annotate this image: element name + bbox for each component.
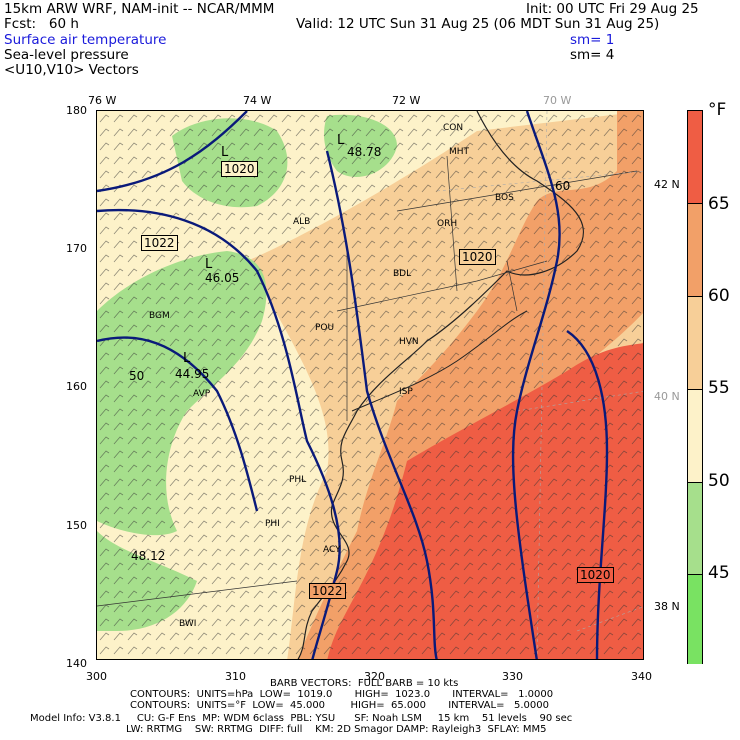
- x-tick-320: 320: [364, 670, 385, 683]
- model-title: 15km ARW WRF, NAM-init -- NCAR/MMM: [4, 1, 275, 17]
- colorbar-label-45: 45: [708, 563, 730, 583]
- station-isp: ISP: [399, 387, 413, 397]
- x-tick-310: 310: [225, 670, 246, 683]
- isobar-far-east: [566, 330, 609, 659]
- barb-vectors-info: BARB VECTORS: FULL BARB = 10 kts: [270, 678, 459, 689]
- lat-label-38n: 38 N: [654, 600, 680, 613]
- station-hvn: HVN: [399, 337, 419, 347]
- wind-barbs: [97, 111, 643, 659]
- colorbar-segment-45-50: [688, 483, 702, 575]
- colorbar-label-55: 55: [708, 378, 730, 398]
- map-canvas: [97, 111, 643, 659]
- field-temperature-label: Surface air temperature: [4, 32, 167, 48]
- low-center-north: L: [221, 145, 229, 160]
- station-bwi: BWI: [179, 619, 197, 629]
- x-tick-340: 340: [631, 670, 652, 683]
- colorbar-segment-50-55: [688, 390, 702, 483]
- temp-value-48-12: 48.12: [131, 549, 166, 563]
- lat-label-42n: 42 N: [654, 178, 680, 191]
- colorbar-segment-under-45: [688, 575, 702, 664]
- isobar-offshore: [511, 111, 561, 659]
- station-bos: BOS: [495, 193, 514, 203]
- contours-pressure-info: CONTOURS: UNITS=hPa LOW= 1019.0 HIGH= 10…: [130, 689, 554, 700]
- field-temperature-smoothing: sm= 1: [570, 32, 615, 48]
- low-center-northeast: L: [337, 133, 345, 148]
- station-pou: POU: [315, 323, 335, 333]
- low-center-west: L: [205, 257, 213, 272]
- lon-label-76w: 76 W: [88, 94, 117, 107]
- low-center-southwest: L: [183, 351, 191, 366]
- station-orh: ORH: [437, 219, 458, 229]
- y-tick-160: 160: [66, 380, 87, 393]
- x-tick-330: 330: [502, 670, 523, 683]
- contour-label-50: 50: [129, 369, 145, 383]
- field-vectors-label: <U10,V10> Vectors: [4, 62, 139, 78]
- isobar-west: [97, 336, 259, 512]
- station-con: CON: [443, 123, 464, 133]
- station-avp: AVP: [193, 389, 211, 399]
- weather-map: 1020 1022 1020 1022 1020 L L L L 48.78 4…: [96, 110, 644, 660]
- pressure-label-1022-west: 1022: [141, 235, 178, 251]
- colorbar-segment-55-60: [688, 297, 702, 390]
- temp-value-44-95: 44.95: [175, 367, 210, 381]
- model-info: Model Info: V3.8.1 CU: G-F Ens MP: WDM 6…: [30, 713, 573, 724]
- x-tick-300: 300: [86, 670, 107, 683]
- station-bgm: BGM: [149, 311, 170, 321]
- colorbar-label-65: 65: [708, 194, 730, 214]
- station-alb: ALB: [293, 217, 311, 227]
- init-time: Init: 00 UTC Fri 29 Aug 25: [526, 1, 699, 17]
- pressure-label-1020-center: 1020: [459, 249, 496, 265]
- pressure-label-1022-south: 1022: [309, 583, 346, 599]
- isobar-east: [325, 150, 438, 659]
- colorbar-segment-60-65: [688, 204, 702, 297]
- contours-temperature-info: CONTOURS: UNITS=°F LOW= 45.000 HIGH= 65.…: [130, 700, 549, 711]
- lon-label-72w: 72 W: [392, 94, 421, 107]
- station-mht: MHT: [449, 147, 470, 157]
- station-phl: PHL: [289, 475, 307, 485]
- y-tick-170: 170: [66, 242, 87, 255]
- colorbar: [687, 110, 703, 664]
- temp-value-48-78: 48.78: [347, 145, 382, 159]
- isobar-north: [97, 111, 248, 193]
- lat-label-40n: 40 N: [654, 390, 680, 403]
- station-phi: PHI: [265, 519, 280, 529]
- field-pressure-label: Sea-level pressure: [4, 47, 129, 63]
- pressure-label-1020-east: 1020: [577, 567, 614, 583]
- station-acy: ACY: [323, 545, 341, 555]
- temp-value-46-05: 46.05: [205, 271, 240, 285]
- station-bdl: BDL: [393, 269, 412, 279]
- lon-label-70w: 70 W: [543, 94, 572, 107]
- colorbar-label-60: 60: [708, 286, 730, 306]
- contour-label-60: 60: [555, 179, 571, 193]
- forecast-hour: Fcst: 60 h: [4, 16, 79, 32]
- colorbar-segment-over-65: [688, 111, 702, 204]
- field-pressure-smoothing: sm= 4: [570, 47, 615, 63]
- pressure-label-1020-north: 1020: [221, 161, 258, 177]
- y-tick-140: 140: [66, 657, 87, 670]
- colorbar-label-50: 50: [708, 471, 730, 491]
- valid-time: Valid: 12 UTC Sun 31 Aug 25 (06 MDT Sun …: [296, 16, 660, 32]
- y-tick-150: 150: [66, 519, 87, 532]
- lon-label-74w: 74 W: [243, 94, 272, 107]
- y-tick-180: 180: [66, 104, 87, 117]
- model-info-physics: LW: RRTMG SW: RRTMG DIFF: full KM: 2D Sm…: [126, 724, 547, 735]
- colorbar-unit: °F: [708, 100, 727, 120]
